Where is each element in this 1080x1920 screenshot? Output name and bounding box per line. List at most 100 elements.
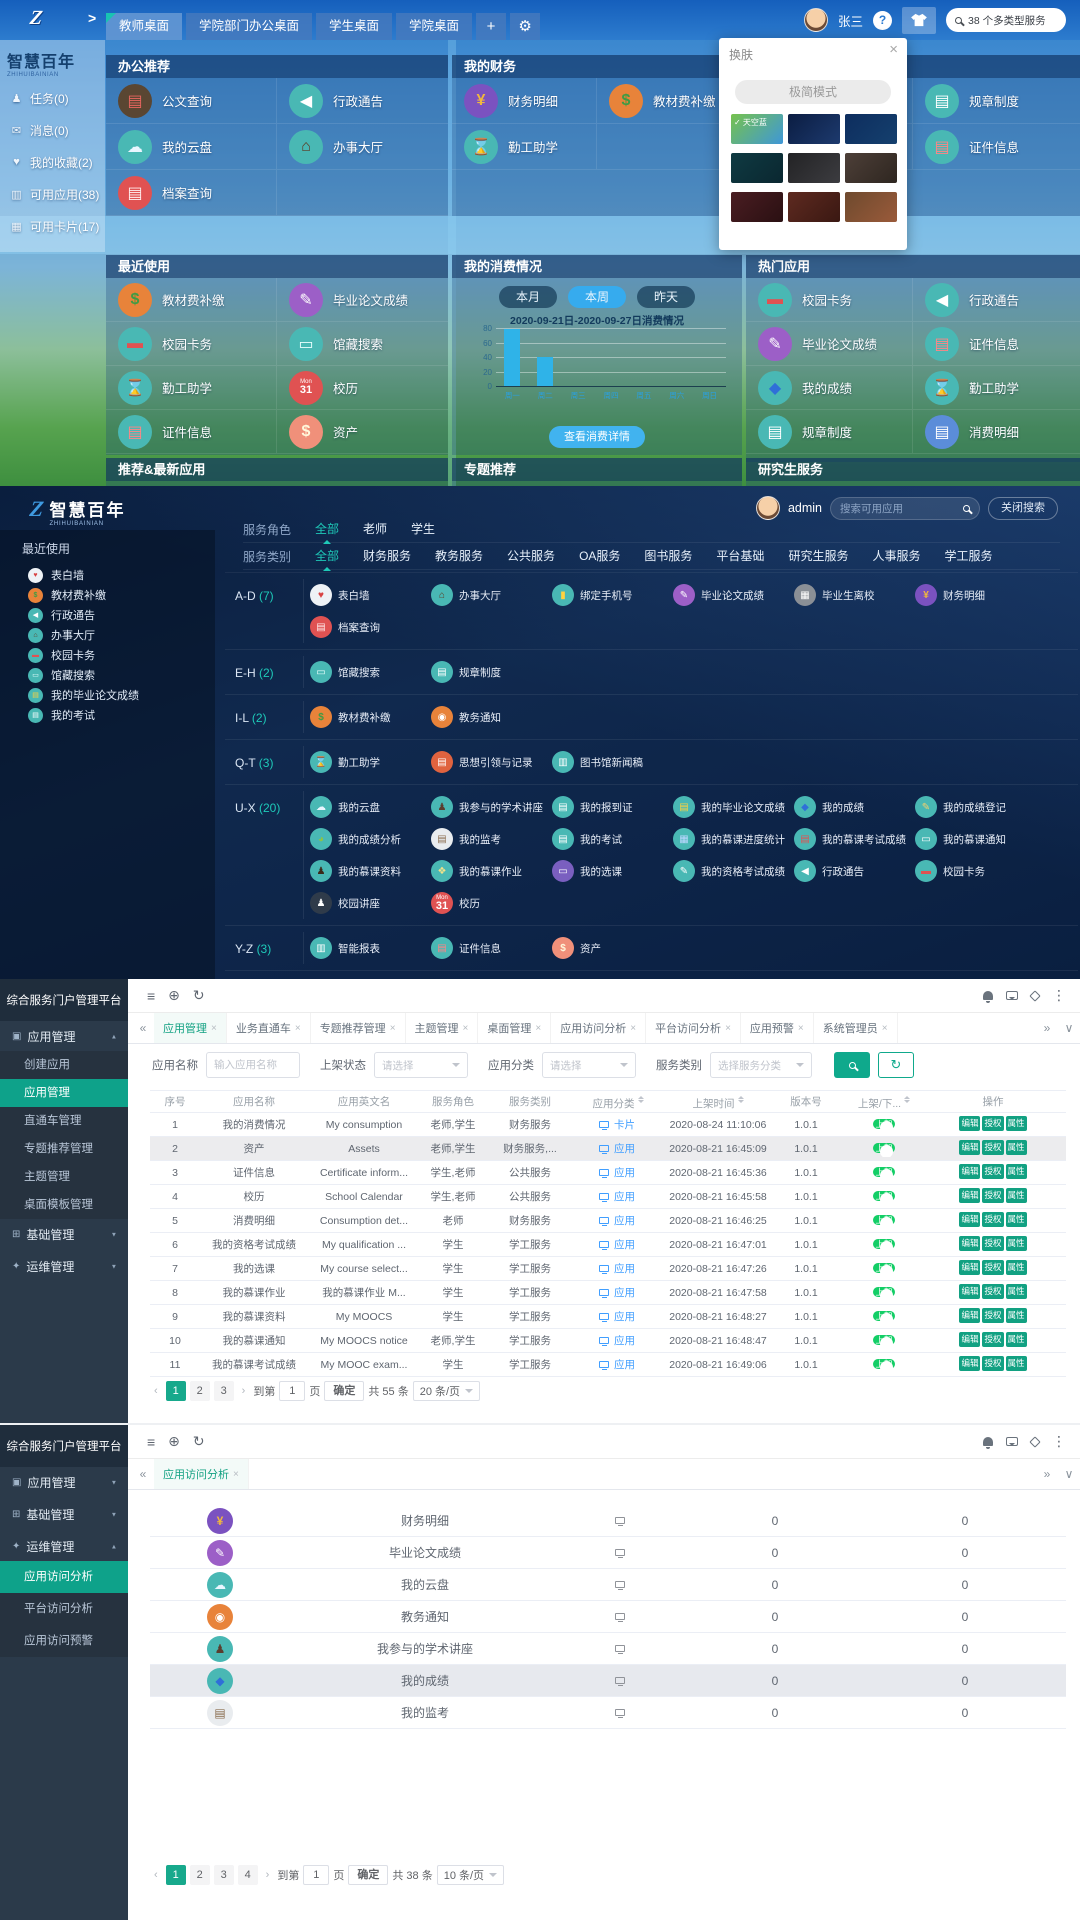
bell-icon[interactable] <box>983 991 993 1003</box>
view-tab[interactable]: 专题推荐管理 × <box>311 1013 406 1043</box>
refresh-icon[interactable]: ↻ <box>192 987 205 1003</box>
close-icon[interactable]: × <box>630 1022 637 1034</box>
sort-icon[interactable] <box>738 1093 744 1106</box>
app-tile[interactable]: ▤ 公文查询 <box>106 78 277 124</box>
app-class-link[interactable]: 应用 <box>597 1285 639 1300</box>
help-icon[interactable]: ? <box>873 10 892 30</box>
refresh-icon[interactable]: ↻ <box>192 1433 205 1449</box>
action-button[interactable]: 属性 <box>1005 1307 1027 1323</box>
app-class-link[interactable]: 应用 <box>597 1261 639 1276</box>
app-tile[interactable]: $ 教材费补缴 <box>106 278 277 322</box>
recent-app-item[interactable]: ▤ 我的考试 <box>28 705 215 725</box>
filter-option[interactable]: 学工服务 <box>944 549 993 563</box>
skin-thumbnail[interactable] <box>788 192 840 222</box>
filter-option[interactable]: 图书服务 <box>644 549 693 563</box>
filter-option[interactable]: 研究生服务 <box>788 549 849 563</box>
app-tile[interactable]: ▭ 我的慕课通知 <box>915 828 1036 850</box>
refresh-button[interactable]: ↻ <box>878 1052 914 1078</box>
app-tile[interactable]: ⌛ 勤工助学 <box>106 366 277 410</box>
app-tile[interactable]: ♥ 表白墙 <box>310 584 431 606</box>
app-tile[interactable]: ▤ 我的慕课考试成绩 <box>794 828 915 850</box>
shelf-toggle[interactable]: 上架 <box>873 1359 895 1369</box>
shelf-toggle[interactable]: 上架 <box>873 1119 895 1129</box>
page-size-select[interactable]: 20 条/页 <box>412 1381 481 1401</box>
close-search-button[interactable]: 关闭搜索 <box>988 496 1058 520</box>
action-button[interactable]: 授权 <box>982 1307 1004 1323</box>
filter-option[interactable]: 财务服务 <box>363 549 412 563</box>
recent-app-item[interactable]: ♥ 表白墙 <box>28 565 215 585</box>
page-number[interactable]: 2 <box>189 1381 210 1401</box>
close-icon[interactable]: × <box>211 1022 217 1034</box>
app-tile[interactable]: ▤ 证件信息 <box>913 124 1080 170</box>
menu-sub-item[interactable]: 主题管理 <box>0 1163 128 1191</box>
desktop-tab[interactable]: 学院桌面 <box>396 13 473 40</box>
skin-thumbnail[interactable]: ✓ 天空蓝 <box>731 114 783 144</box>
jump-page-input[interactable] <box>279 1381 306 1401</box>
desktop-tab[interactable]: 学院部门办公桌面 <box>186 13 313 40</box>
chevrons-left-icon[interactable]: « <box>139 1467 147 1481</box>
app-tile[interactable]: $ 资产 <box>552 937 673 959</box>
next-page-icon[interactable]: › <box>241 1385 246 1397</box>
action-button[interactable]: 属性 <box>1005 1187 1027 1203</box>
tag-icon[interactable] <box>1029 989 1041 1002</box>
close-icon[interactable]: × <box>389 1022 396 1034</box>
shelf-toggle[interactable]: 上架 <box>873 1263 895 1273</box>
consumption-range-tab[interactable]: 本月 <box>498 286 557 308</box>
app-tile[interactable]: ▬ 校园卡务 <box>746 278 913 322</box>
table-row[interactable]: ▤ 我的监考 0 0 <box>150 1697 1066 1729</box>
menu-parent[interactable]: ✦ 运维管理 ▲ <box>0 1531 128 1561</box>
hamburger-menu-icon[interactable]: ≡ <box>147 987 156 1004</box>
action-button[interactable]: 属性 <box>1005 1331 1027 1347</box>
app-tile[interactable]: ▤ 规章制度 <box>746 410 913 454</box>
confirm-button[interactable]: 确定 <box>324 1381 365 1401</box>
user-name[interactable]: 张三 <box>837 14 863 29</box>
view-tab[interactable]: 系统管理员 × <box>814 1013 898 1043</box>
app-tile[interactable]: ▬ 校园卡务 <box>915 860 1036 882</box>
action-button[interactable]: 属性 <box>1005 1235 1027 1251</box>
shelf-toggle[interactable]: 上架 <box>873 1215 895 1225</box>
app-tile[interactable]: ▤ 我的考试 <box>552 828 673 850</box>
table-row[interactable]: 5 消费明细 Consumption det... 老师 财务服务 应用 2020-08-2… <box>150 1209 1066 1233</box>
confirm-button[interactable]: 确定 <box>348 1865 389 1885</box>
app-tile[interactable]: ¥ 财务明细 <box>915 584 1036 606</box>
app-tile[interactable]: ⌛ 勤工助学 <box>452 124 597 170</box>
menu-sub-item[interactable]: 专题推荐管理 <box>0 1135 128 1163</box>
chevrons-right-icon[interactable]: » <box>1043 1021 1051 1035</box>
action-button[interactable]: 属性 <box>1005 1139 1027 1155</box>
menu-sub-item[interactable]: 应用管理 <box>0 1079 128 1107</box>
action-button[interactable]: 属性 <box>1005 1259 1027 1275</box>
table-row[interactable]: ☁ 我的云盘 0 0 <box>150 1569 1066 1601</box>
close-icon[interactable]: × <box>889 41 898 58</box>
collapse-arrow-icon[interactable]: > <box>88 10 97 26</box>
sidebar-item[interactable]: ♟ 任务(0) <box>0 82 105 114</box>
table-row[interactable]: 1 我的消费情况 My consumption 老师,学生 财务服务 卡片 2020-08-… <box>150 1113 1066 1137</box>
shelf-toggle[interactable]: 上架 <box>873 1191 895 1201</box>
search-button[interactable] <box>834 1052 870 1078</box>
table-row[interactable]: 3 证件信息 Certificate inform... 学生,老师 公共服务 应用 202… <box>150 1161 1066 1185</box>
recent-app-item[interactable]: ▤ 我的毕业论文成绩 <box>28 685 215 705</box>
app-tile[interactable]: ▭ 馆藏搜索 <box>310 661 431 683</box>
skin-thumbnail[interactable] <box>845 153 897 183</box>
view-consumption-detail-button[interactable]: 查看消费详情 <box>549 426 645 448</box>
menu-parent[interactable]: ⊞ 基础管理 ▼ <box>0 1219 128 1249</box>
filter-option[interactable]: 公共服务 <box>507 549 556 563</box>
action-button[interactable]: 属性 <box>1005 1163 1027 1179</box>
app-tile[interactable]: ▮ 绑定手机号 <box>552 584 673 606</box>
app-tile[interactable]: ♟ 校园讲座 <box>310 892 431 914</box>
app-tile[interactable]: ✎ 毕业论文成绩 <box>277 278 448 322</box>
page-size-select[interactable]: 10 条/页 <box>436 1865 505 1885</box>
table-row[interactable]: ♟ 我参与的学术讲座 0 0 <box>150 1633 1066 1665</box>
recent-app-item[interactable]: ⌂ 办事大厅 <box>28 625 215 645</box>
action-button[interactable]: 编辑 <box>959 1355 981 1371</box>
menu-parent[interactable]: ✦ 运维管理 ▼ <box>0 1251 128 1281</box>
app-tile[interactable]: ◆ 我的成绩 <box>746 366 913 410</box>
app-class-select[interactable]: 请选择 <box>542 1052 636 1078</box>
app-tile[interactable]: $ 教材费补缴 <box>597 78 742 124</box>
app-tile[interactable]: ✎ 毕业论文成绩 <box>673 584 794 606</box>
recent-app-item[interactable]: $ 教材费补缴 <box>28 585 215 605</box>
action-button[interactable]: 授权 <box>982 1139 1004 1155</box>
sort-icon[interactable] <box>904 1093 910 1106</box>
close-icon[interactable]: × <box>797 1022 804 1034</box>
view-tab[interactable]: 业务直通车 × <box>227 1013 311 1043</box>
table-row[interactable]: ✎ 毕业论文成绩 0 0 <box>150 1537 1066 1569</box>
